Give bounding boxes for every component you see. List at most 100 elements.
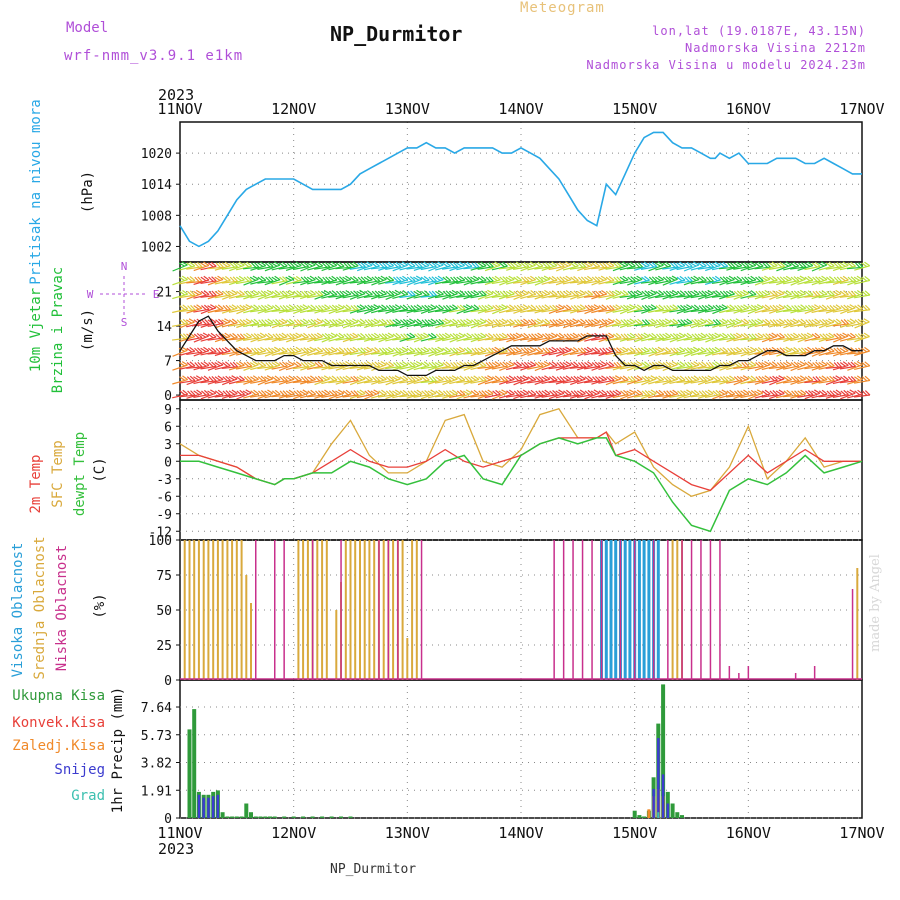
- wind-barb: [626, 262, 644, 270]
- wind-barb: [627, 360, 643, 372]
- wind-barb: [534, 275, 551, 286]
- wind-barb-shaft: [697, 378, 714, 386]
- wind-barb-flag: [352, 318, 359, 323]
- wind-barb-flag: [790, 262, 797, 268]
- wind-barb-flag: [342, 290, 349, 296]
- wind-barb-flag: [328, 376, 335, 382]
- wind-barb: [193, 290, 210, 299]
- wind-barb: [321, 261, 338, 272]
- wind-barb: [229, 346, 245, 357]
- wind-barb-shaft: [669, 350, 686, 357]
- wind-barb-shaft: [768, 280, 785, 284]
- wind-barb-flag: [214, 290, 221, 296]
- wind-barb: [804, 361, 821, 370]
- wind-barb: [570, 375, 586, 386]
- wind-barb-flag: [712, 319, 719, 325]
- date-tick-top: 14NOV: [498, 100, 543, 118]
- wind-barb: [683, 389, 700, 399]
- wind-barb-flag: [815, 376, 821, 382]
- wind-barb-flag: [793, 261, 800, 267]
- wind-barb-shaft: [669, 364, 686, 371]
- wind-barb-shaft: [228, 393, 245, 399]
- wind-barb-shaft: [356, 308, 373, 313]
- mid-cloud-bar: [193, 540, 196, 680]
- wind-barb-flag: [754, 305, 761, 310]
- wind-barb-shaft: [214, 394, 231, 398]
- wind-barb: [498, 389, 515, 399]
- wind-barb-flag: [409, 276, 416, 282]
- wind-barb-flag: [613, 276, 619, 283]
- wind-barb-shaft: [761, 379, 778, 384]
- wind-barb-shaft: [250, 350, 266, 357]
- wind-barb: [605, 375, 622, 386]
- wind-barb-flag: [471, 262, 477, 268]
- wind-barb-flag: [463, 390, 470, 395]
- wind-barb-shaft: [513, 351, 529, 356]
- wind-barb: [428, 346, 444, 357]
- wind-barb-flag: [437, 361, 444, 366]
- wind-barb-flag: [378, 262, 385, 268]
- wind-barb: [172, 261, 188, 272]
- wind-barb: [314, 304, 331, 314]
- wind-barb-flag: [299, 319, 306, 324]
- wind-barb-flag: [819, 333, 825, 339]
- wind-barb-shaft: [669, 308, 686, 313]
- wind-barb-flag: [400, 333, 406, 339]
- wind-barb: [626, 375, 643, 385]
- wind-barb: [314, 262, 331, 270]
- wind-barb-flag: [807, 389, 814, 396]
- wind-barb-shaft: [853, 394, 871, 398]
- wind-barb-shaft: [235, 365, 252, 370]
- wind-barb-flag: [587, 304, 594, 310]
- wind-barb-flag: [480, 332, 487, 338]
- wind-barb-shaft: [683, 393, 700, 399]
- wind-barb: [420, 389, 437, 400]
- wind-barb-flag: [537, 261, 544, 267]
- wind-barb-shaft: [236, 336, 252, 342]
- wind-barb-flag: [260, 361, 267, 367]
- wind-barb-flag: [260, 304, 267, 311]
- wind-barb-shaft: [505, 379, 522, 384]
- wind-barb-flag: [543, 275, 551, 280]
- wind-barb-shaft: [619, 294, 636, 298]
- wind-barb: [605, 276, 622, 284]
- wind-barb: [370, 333, 388, 341]
- wind-barb-flag: [380, 360, 387, 366]
- wind-barb-flag: [364, 290, 370, 296]
- wind-barb-flag: [394, 389, 401, 394]
- wind-barb-flag: [856, 275, 863, 280]
- wind-barb-flag: [420, 276, 427, 282]
- low-cloud-bar: [283, 540, 285, 680]
- wind-barb-shaft: [370, 322, 387, 328]
- wind-barb: [683, 346, 700, 357]
- wind-barb: [577, 261, 593, 272]
- wind-barb-flag: [470, 290, 477, 296]
- wind-barb-flag: [394, 375, 401, 380]
- wind-barb-flag: [307, 290, 314, 296]
- wind-barb-flag: [694, 318, 700, 324]
- wind-barb: [782, 390, 800, 398]
- wind-barb-flag: [296, 304, 303, 310]
- wind-barb-flag: [391, 376, 399, 381]
- wind-barb-flag: [666, 390, 672, 396]
- wind-barb-flag: [821, 375, 828, 381]
- wind-barb-flag: [577, 262, 584, 268]
- wind-barb-shaft: [740, 364, 757, 371]
- wind-barb-flag: [427, 305, 434, 310]
- wind-barb-flag: [684, 290, 690, 297]
- wind-barb: [271, 290, 288, 299]
- wind-barb-shaft: [441, 266, 459, 270]
- wind-barb-shaft: [562, 309, 579, 313]
- wind-barb-flag: [842, 361, 849, 366]
- low-cloud-bar: [851, 589, 854, 680]
- wind-barb-flag: [630, 261, 636, 267]
- wind-barb: [718, 347, 736, 355]
- wind-barb: [811, 261, 828, 272]
- wind-barb-shaft: [612, 337, 629, 341]
- wind-barb-shaft: [342, 365, 359, 370]
- wind-barb: [477, 289, 494, 300]
- wind-barb-shaft: [378, 365, 394, 371]
- wind-barb-shaft: [605, 366, 622, 370]
- wind-barb: [292, 332, 309, 342]
- wind-barb-flag: [565, 275, 572, 281]
